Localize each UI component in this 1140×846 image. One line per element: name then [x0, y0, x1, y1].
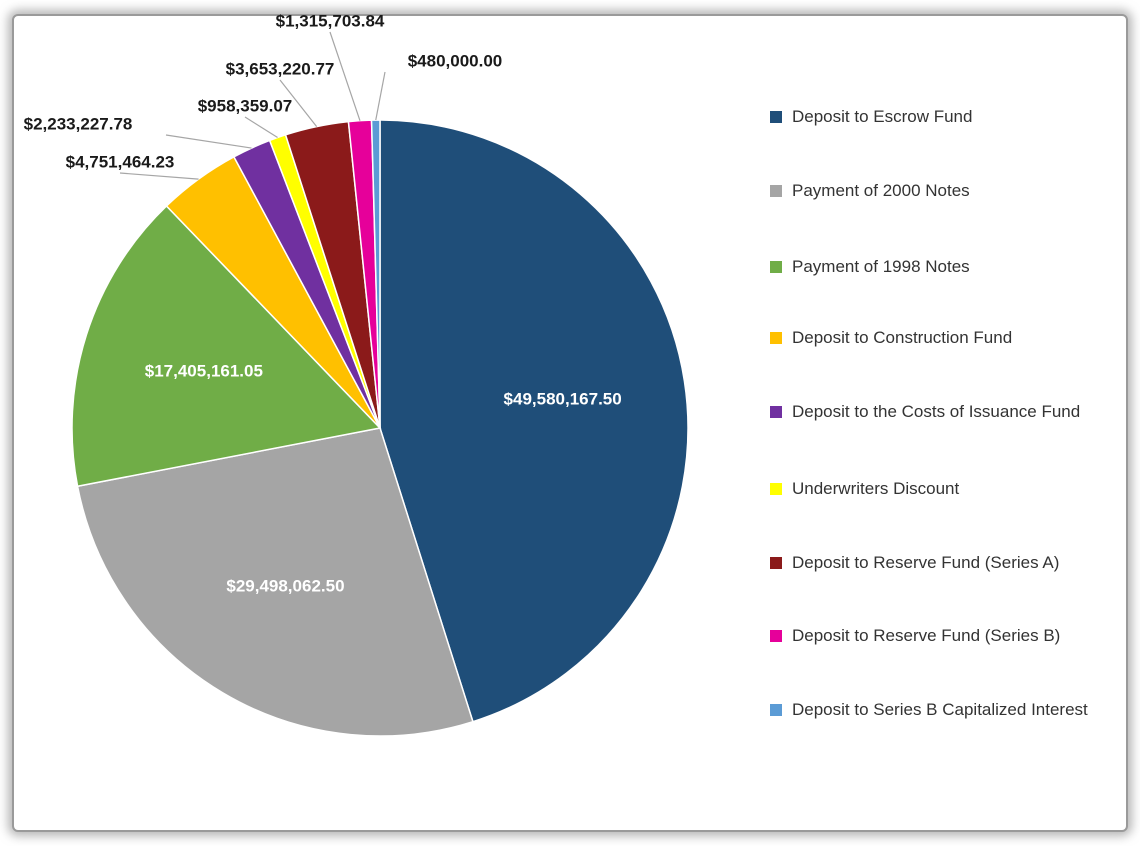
legend-label: Deposit to Series B Capitalized Interest	[792, 700, 1088, 719]
data-label: $958,359.07	[198, 96, 293, 115]
pie-slice	[76, 427, 474, 737]
data-label: $2,233,227.78	[24, 114, 133, 133]
pie-slice	[71, 204, 382, 488]
legend-label: Payment of 2000 Notes	[792, 181, 970, 200]
data-label: $17,405,161.05	[145, 362, 263, 381]
legend-item: Payment of 2000 Notes	[770, 178, 1102, 204]
legend-item: Deposit to Escrow Fund	[770, 104, 1102, 130]
leader-line	[329, 31, 361, 121]
legend-label: Deposit to Escrow Fund	[792, 107, 973, 126]
legend-swatch	[770, 704, 782, 716]
leader-line	[375, 71, 386, 121]
legend-item: Deposit to Reserve Fund (Series B)	[770, 623, 1102, 649]
data-label: $1,315,703.84	[276, 11, 385, 30]
legend-label: Underwriters Discount	[792, 479, 960, 498]
legend-swatch	[770, 261, 782, 273]
legend-swatch	[770, 406, 782, 418]
legend-label: Deposit to the Costs of Issuance Fund	[792, 402, 1081, 421]
legend-swatch	[770, 332, 782, 344]
leader-line	[119, 172, 199, 180]
legend-swatch	[770, 630, 782, 642]
legend-label: Payment of 1998 Notes	[792, 257, 970, 276]
legend-label: Deposit to Reserve Fund (Series B)	[792, 626, 1061, 645]
data-label: $480,000.00	[408, 51, 503, 70]
legend-swatch	[770, 483, 782, 495]
data-label: $4,751,464.23	[66, 152, 175, 171]
leader-line	[165, 134, 252, 149]
data-label: $49,580,167.50	[504, 389, 622, 408]
legend-item: Deposit to the Costs of Issuance Fund	[770, 399, 1102, 425]
legend-item: Deposit to Series B Capitalized Interest	[770, 697, 1102, 723]
leader-line	[279, 79, 318, 127]
legend-swatch	[770, 557, 782, 569]
legend-swatch	[770, 111, 782, 123]
legend-item: Payment of 1998 Notes	[770, 254, 1102, 280]
legend-swatch	[770, 185, 782, 197]
data-label: $29,498,062.50	[226, 576, 344, 595]
pie-slice	[379, 119, 689, 723]
leader-line	[244, 116, 278, 139]
legend-item: Deposit to Reserve Fund (Series A)	[770, 550, 1102, 576]
legend-label: Deposit to Reserve Fund (Series A)	[792, 553, 1060, 572]
legend-item: Underwriters Discount	[770, 476, 1102, 502]
legend-label: Deposit to Construction Fund	[792, 328, 1013, 347]
data-label: $3,653,220.77	[226, 59, 335, 78]
legend-item: Deposit to Construction Fund	[770, 325, 1102, 351]
